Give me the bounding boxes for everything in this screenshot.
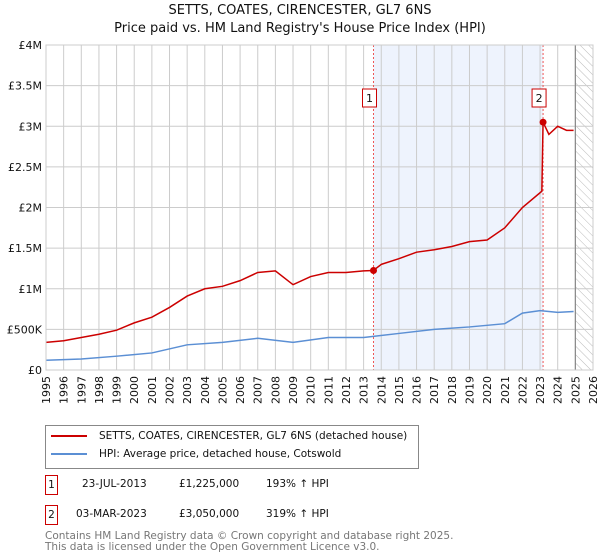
sale-hpi: 193% ↑ HPI [266,478,329,490]
x-tick-label: 2010 [305,376,318,404]
x-tick-label: 2003 [181,376,194,404]
x-tick-label: 2015 [393,376,406,404]
legend-swatch-blue [51,453,87,455]
x-tick-label: 2025 [569,376,582,404]
x-tick-label: 1999 [111,376,124,404]
x-tick-label: 2013 [358,376,371,404]
sale-hpi: 319% ↑ HPI [266,508,329,520]
y-tick-label: £2M [19,202,43,215]
subtitle-line: Price paid vs. HM Land Registry's House … [114,21,486,36]
legend-item-property: SETTS, COATES, CIRENCESTER, GL7 6NS (det… [51,430,407,442]
plot-frame [45,44,594,371]
sale-point-2 [539,118,547,126]
sale-label-box [361,88,377,108]
x-tick-label: 2018 [446,376,459,404]
x-tick-label: 2008 [269,376,282,404]
x-tick-label: 1996 [58,376,71,404]
y-tick-label: £2.5M [8,161,42,174]
x-tick-label: 2021 [499,376,512,404]
y-tick-label: £1.5M [8,242,42,255]
x-tick-label: 2016 [411,376,424,404]
x-tick-label: 2017 [428,376,441,404]
price-chart: 1995 1996 1997 1998 1999 2000 2001 2002 2003 2004… [7,39,600,404]
x-tick-label: 1998 [93,376,106,404]
y-tick-label: £500K [7,323,43,336]
x-tick-label: 2011 [322,376,335,404]
sale-price: £1,225,000 [179,478,240,490]
y-tick-label: £4M [19,39,43,52]
y-tick-label: £1M [19,283,43,296]
footer-line: This data is licensed under the Open Gov… [45,541,380,553]
x-tick-label: 2012 [340,376,353,404]
x-tick-label: 2020 [481,376,494,404]
x-tick-label: 2002 [164,376,177,404]
x-tick-label: 2004 [199,376,212,404]
x-tick-label: 2009 [287,376,300,404]
sale-date: 03-MAR-2023 [76,508,147,520]
x-tick-label: 1997 [75,376,88,404]
sale-label: 2 [536,92,543,105]
legend-swatch-red [51,435,87,437]
footer-line: Contains HM Land Registry data © Crown c… [45,530,454,542]
legend-label: HPI: Average price, detached house, Cots… [99,448,342,460]
x-tick-label: 2014 [375,376,388,404]
x-tick-label: 2000 [128,376,141,404]
x-tick-label: 2005 [216,376,229,404]
x-tick-label: 1995 [40,376,53,404]
legend-label: SETTS, COATES, CIRENCESTER, GL7 6NS (det… [99,430,408,442]
sale-marker-2: 2 [45,505,58,525]
footer: Contains HM Land Registry data © Crown c… [45,531,453,553]
sale-date: 23-JUL-2013 [82,478,147,490]
y-tick-label: £3M [19,120,43,133]
chart-title: SETTS, COATES, CIRENCESTER, GL7 6NS Price… [0,2,600,38]
x-tick-label: 2026 [587,376,600,404]
x-tick-label: 2006 [234,376,247,404]
y-tick-label: £3.5M [8,80,42,93]
x-tick-label: 2019 [463,376,476,404]
legend-item-hpi: HPI: Average price, detached house, Cots… [51,448,341,460]
sale-label-box [531,88,547,108]
x-tick-label: 2024 [552,376,565,404]
sale-marker-1: 1 [45,475,58,495]
sale-price: £3,050,000 [179,508,240,520]
title-line: SETTS, COATES, CIRENCESTER, GL7 6NS [168,3,432,18]
x-tick-label: 2022 [516,376,529,404]
y-tick-label: £0 [28,364,42,377]
legend: SETTS, COATES, CIRENCESTER, GL7 6NS (det… [45,425,419,469]
sale-point-1 [369,266,377,274]
property-price-line [45,121,574,344]
hpi-line [45,309,574,361]
sale-label: 1 [366,92,373,105]
x-tick-label: 2001 [146,376,159,404]
x-tick-label: 2007 [252,376,265,404]
x-tick-label: 2023 [534,376,547,404]
